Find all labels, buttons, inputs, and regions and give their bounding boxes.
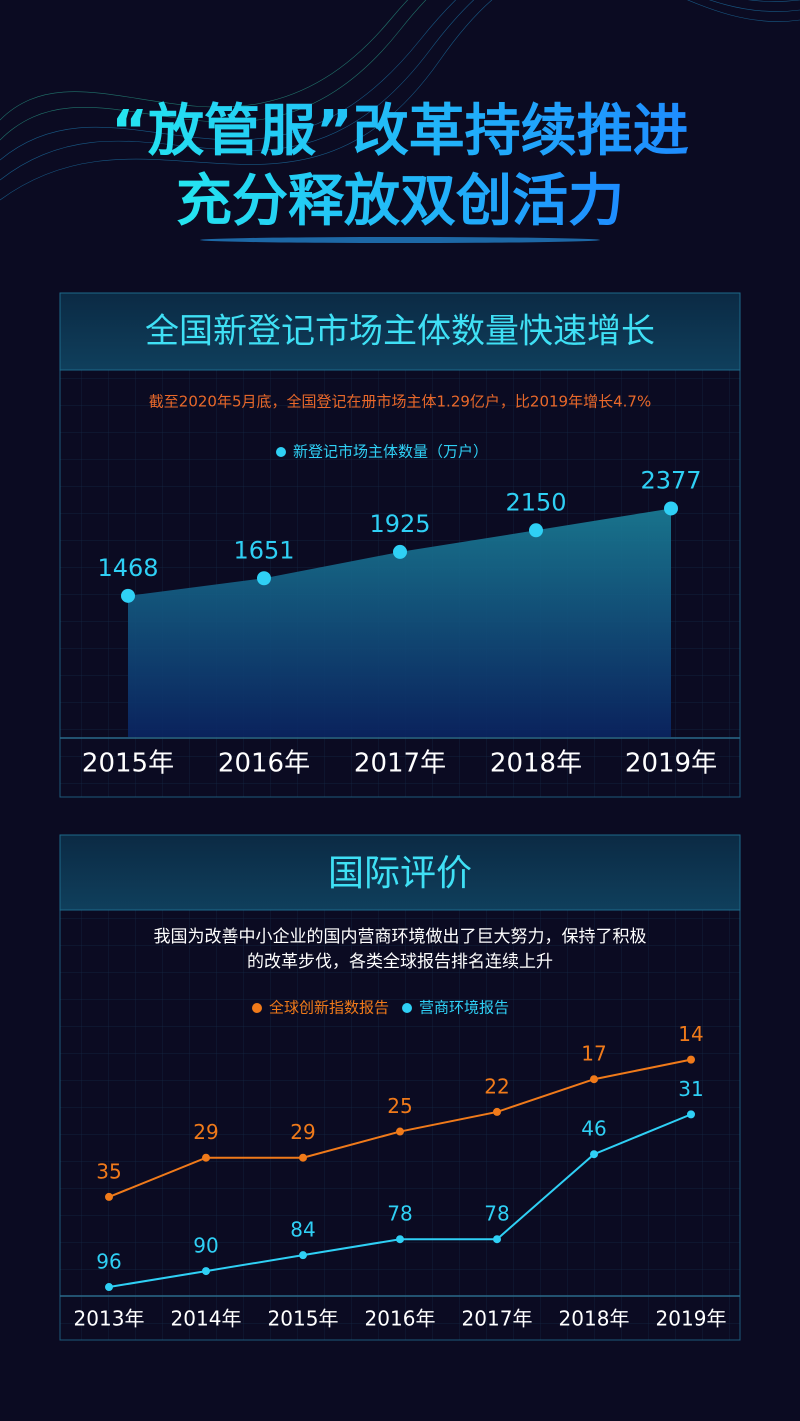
point <box>393 544 407 559</box>
panel-frame <box>59 834 741 1341</box>
chart-subtitle: 我国为改善中小企业的国内营商环境做出了巨大努力，保持了积极 <box>154 927 647 947</box>
value-label: 78 <box>484 1202 509 1226</box>
chart-title: 国际评价 <box>328 853 472 894</box>
x-tick-label: 2013年 <box>74 1307 145 1331</box>
x-tick-label: 2018年 <box>490 749 582 779</box>
value-label: 84 <box>290 1218 315 1242</box>
panel-header <box>59 292 741 371</box>
decor-waves <box>0 0 800 201</box>
title-line: 充分释放双创活力 <box>176 169 624 234</box>
value-label: 22 <box>484 1074 509 1098</box>
x-tick-label: 2019年 <box>625 749 717 779</box>
point <box>687 1055 695 1064</box>
chart-subtitle: 的改革步伐，各类全球报告排名连续上升 <box>247 952 553 972</box>
point <box>493 1235 501 1244</box>
point <box>299 1153 307 1162</box>
value-label: 90 <box>193 1234 218 1258</box>
value-label: 1468 <box>97 554 158 582</box>
x-tick-label: 2019年 <box>656 1307 727 1331</box>
x-tick-label: 2018年 <box>559 1307 630 1331</box>
point <box>299 1251 307 1260</box>
chart-title: 全国新登记市场主体数量快速增长 <box>145 312 655 352</box>
point <box>590 1150 598 1159</box>
point <box>396 1235 404 1244</box>
x-tick-label: 2017年 <box>354 749 446 779</box>
value-label: 46 <box>581 1117 606 1141</box>
value-label: 31 <box>678 1077 703 1101</box>
value-label: 14 <box>678 1022 703 1046</box>
legend-swatch <box>276 447 286 457</box>
x-tick-label: 2016年 <box>218 749 310 779</box>
point <box>396 1127 404 1136</box>
value-label: 2150 <box>505 488 566 516</box>
value-label: 78 <box>387 1202 412 1226</box>
title-glow <box>200 237 600 243</box>
value-label: 25 <box>387 1094 412 1118</box>
legend-swatch <box>252 1003 262 1013</box>
point <box>105 1283 113 1292</box>
point <box>493 1107 501 1116</box>
chart-subtitle: 截至2020年5月底，全国登记在册市场主体1.29亿户，比2019年增长4.7% <box>149 393 651 411</box>
value-label: 96 <box>96 1250 121 1274</box>
x-tick-label: 2015年 <box>268 1307 339 1331</box>
point <box>105 1192 113 1201</box>
value-label: 2377 <box>640 466 701 494</box>
legend-label: 营商环境报告 <box>419 999 509 1017</box>
value-label: 29 <box>193 1120 218 1144</box>
value-label: 35 <box>96 1159 121 1183</box>
point <box>687 1110 695 1119</box>
point <box>202 1153 210 1162</box>
point <box>202 1267 210 1276</box>
legend-label: 全球创新指数报告 <box>269 999 389 1017</box>
point <box>121 588 135 603</box>
value-label: 1651 <box>233 536 294 564</box>
x-tick-label: 2016年 <box>365 1307 436 1331</box>
value-label: 1925 <box>369 510 430 538</box>
legend-label: 新登记市场主体数量（万户） <box>293 443 488 461</box>
x-tick-label: 2015年 <box>82 749 174 779</box>
x-tick-label: 2014年 <box>171 1307 242 1331</box>
panel-header <box>59 834 741 911</box>
value-label: 29 <box>290 1120 315 1144</box>
title-line: “放管服”改革持续推进 <box>111 99 689 164</box>
value-label: 17 <box>581 1042 606 1066</box>
point <box>664 501 678 516</box>
point <box>529 523 543 538</box>
point <box>257 571 271 586</box>
point <box>590 1075 598 1084</box>
x-tick-label: 2017年 <box>462 1307 533 1331</box>
legend-swatch <box>402 1003 413 1013</box>
area <box>128 508 671 737</box>
panel <box>59 834 741 1341</box>
